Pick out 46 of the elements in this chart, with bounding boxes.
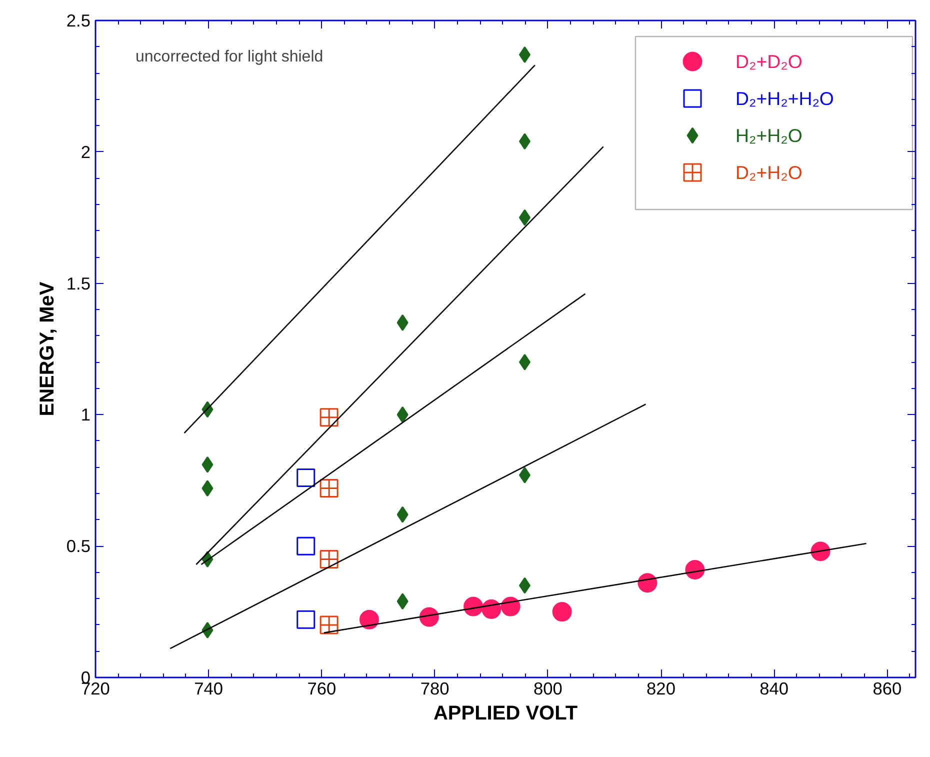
point [396,593,408,610]
point [518,577,530,594]
point [518,133,530,150]
annotation: uncorrected for light shield [136,48,324,66]
point [518,354,530,370]
y-tick-label: 0.5 [66,536,91,556]
point [500,596,520,616]
point [518,46,530,63]
point [296,468,316,488]
legend-label: D₂+H₂O [736,162,802,183]
legend-label: H₂+H₂O [736,125,802,146]
point [482,599,502,619]
x-tick-label: 820 [646,678,676,698]
point [638,573,658,593]
y-tick-label: 1.5 [66,273,91,294]
point [202,480,214,497]
point [320,616,338,634]
y-tick-label: 1 [80,404,91,425]
point [464,596,484,616]
point [518,209,530,226]
point [202,456,214,473]
y-tick-label: 2 [80,142,91,162]
point [296,610,316,629]
point [320,479,338,498]
x-tick-label: 760 [307,678,336,698]
x-tick-label: 840 [760,678,789,698]
point [359,610,379,630]
point [552,602,572,622]
point [419,607,439,627]
x-tick-label: 800 [533,678,562,698]
point [396,314,408,331]
x-tick-label: 740 [194,678,224,698]
x-tick-label: 860 [872,678,902,698]
point [518,466,530,484]
point [320,408,338,427]
legend-label: D₂+D₂O [736,51,802,72]
point [396,406,408,423]
point [810,542,830,562]
legend-label: D₂+H₂+H₂O [736,88,834,109]
x-axis-title: APPLIED VOLT [433,702,578,724]
point [320,550,338,568]
x-tick-label: 780 [420,678,450,698]
y-axis-title: ENERGY, MeV [36,281,58,416]
point [296,536,316,556]
y-tick-label: 2.5 [66,10,91,30]
point [396,506,408,523]
